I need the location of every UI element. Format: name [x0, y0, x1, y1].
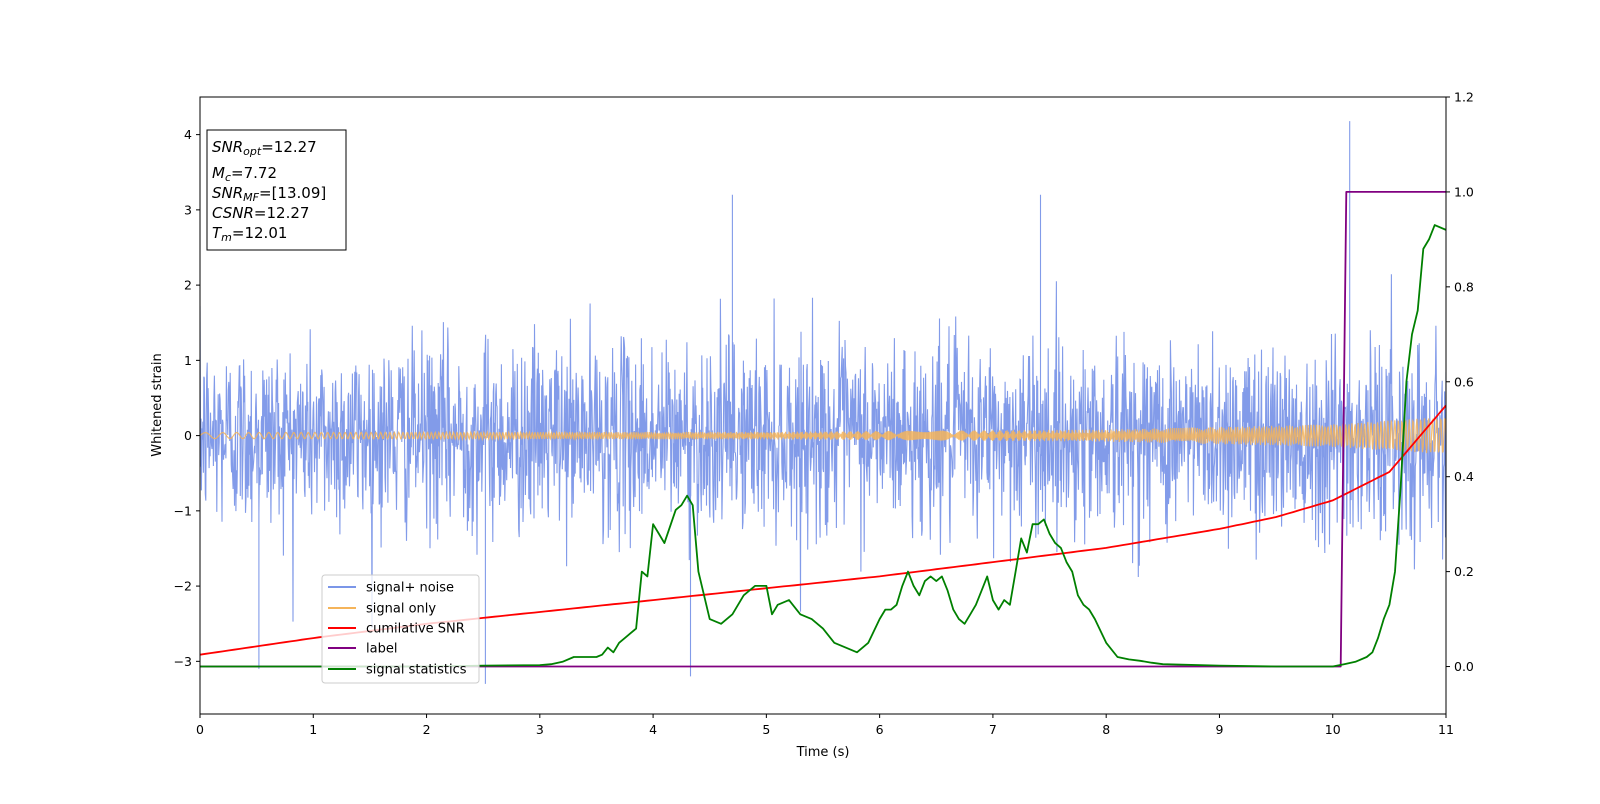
y-tick-label: 3: [184, 202, 192, 217]
y-axis-label: Whitened strain: [150, 353, 165, 456]
series-signal-only: [200, 417, 1446, 454]
y2-tick-label: 1.2: [1454, 90, 1474, 105]
info-tm: Tm=12.01: [212, 224, 287, 244]
x-tick-label: 4: [649, 722, 657, 737]
plot-frame: [199, 96, 1447, 715]
y-tick-label: 0: [184, 428, 192, 443]
y-tick-label: −2: [174, 579, 192, 594]
y-tick-label: 2: [184, 278, 192, 293]
x-tick-label: 1: [309, 722, 317, 737]
legend-entry-signal-statistics: signal statistics: [328, 663, 467, 678]
y2-tick-label: 0.0: [1454, 659, 1474, 674]
y-tick-label: −1: [174, 503, 192, 518]
legend-entry-signal-only: signal only: [328, 602, 436, 617]
ticks-layer: 0 1 2 3 4 5 6 7 8 9 10 11 −3 −2 −1 0 1 2 3 4 0.0 0.2 0.4 0.6 0.8…: [174, 90, 1474, 738]
info-box-frame: [206, 129, 347, 251]
y2-tick-label: 1.0: [1454, 184, 1474, 199]
x-tick-label: 2: [423, 722, 431, 737]
x-tick-label: 0: [196, 722, 204, 737]
x-tick-label: 3: [536, 722, 544, 737]
info-snr-opt: SNRopt=12.27: [212, 138, 317, 158]
x-tick-label: 10: [1325, 722, 1341, 737]
y2-tick-label: 0.4: [1454, 469, 1474, 484]
legend-label-signal-noise: signal+ noise: [366, 581, 454, 596]
series-label: [200, 191, 1446, 668]
legend-label-signal-only: signal only: [366, 602, 436, 617]
legend-frame: [321, 574, 480, 684]
x-tick-label: 8: [1102, 722, 1110, 737]
series-signal-noise: [200, 121, 1446, 684]
info-mc: Mc=7.72: [212, 164, 277, 184]
series-signal-statistics: [200, 224, 1446, 668]
legend-entry-signal-noise: signal+ noise: [328, 581, 454, 596]
y2-tick-label: 0.6: [1454, 374, 1474, 389]
legend-label-cumulative-snr: cumilative SNR: [366, 622, 465, 637]
legend-label-signal-statistics: signal statistics: [366, 663, 467, 678]
x-tick-label: 9: [1215, 722, 1223, 737]
info-snr-mf: SNRMF=[13.09]: [212, 184, 326, 204]
info-csnr: CSNR=12.27: [212, 204, 309, 222]
x-tick-label: 5: [762, 722, 770, 737]
y-tick-label: 1: [184, 353, 192, 368]
y2-tick-label: 0.2: [1454, 564, 1474, 579]
info-box: SNRopt=12.27 Mc=7.72 SNRMF=[13.09] CSNR=…: [206, 129, 347, 251]
y-tick-label: 4: [184, 127, 192, 142]
legend-entry-cumulative-snr: cumilative SNR: [328, 622, 465, 637]
x-tick-label: 7: [989, 722, 997, 737]
legend-label-label: label: [366, 642, 397, 657]
legend: signal+ noise signal only cumilative SNR…: [321, 574, 480, 684]
y-tick-label: −3: [174, 654, 192, 669]
x-tick-label: 6: [876, 722, 884, 737]
y2-tick-label: 0.8: [1454, 279, 1474, 294]
legend-entry-label: label: [328, 642, 397, 657]
x-axis-label: Time (s): [796, 745, 850, 760]
x-tick-label: 11: [1438, 722, 1454, 737]
